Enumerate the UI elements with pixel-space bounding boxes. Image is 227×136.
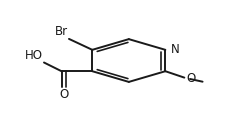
Text: HO: HO [25,49,43,62]
Text: O: O [186,72,195,85]
Text: Br: Br [54,24,68,38]
Text: N: N [170,43,179,56]
Text: O: O [59,88,68,101]
